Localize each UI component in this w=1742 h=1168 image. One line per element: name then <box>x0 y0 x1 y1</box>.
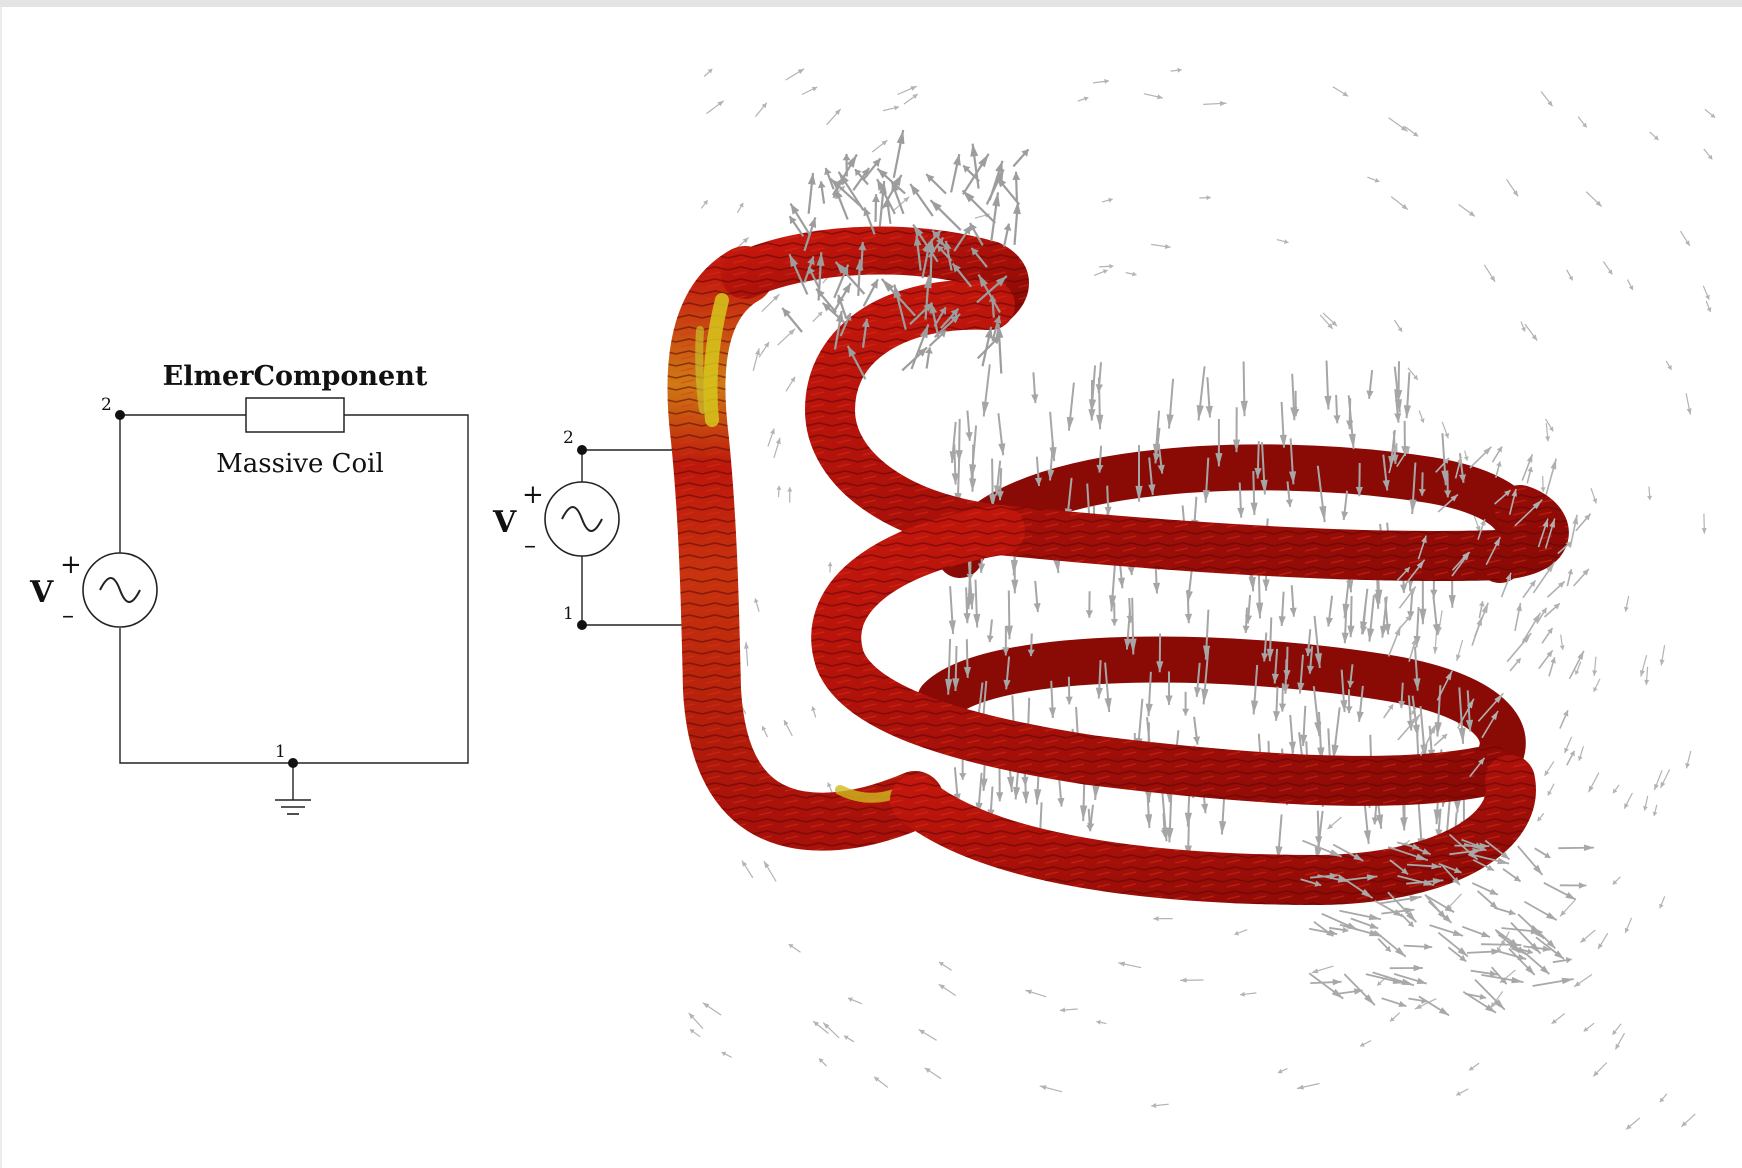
coil-front-strands <box>721 226 1569 906</box>
right-node-1-dot <box>577 620 587 630</box>
left-node-1-label: 1 <box>275 742 286 762</box>
right-node-1-label: 1 <box>563 604 574 624</box>
left-node-1-dot <box>288 758 298 768</box>
left-node-2-dot <box>115 410 125 420</box>
left-sine-wave-icon <box>99 577 141 603</box>
right-circuit-schematic: 2 1 V + – <box>492 428 715 630</box>
ground-icon <box>275 799 311 815</box>
massive-coil-label: Massive Coil <box>216 449 384 479</box>
coil-field-visualization <box>667 67 1716 1130</box>
left-source-minus: – <box>62 601 74 629</box>
left-node-2-label: 2 <box>101 395 112 415</box>
left-wire-loop <box>119 414 469 764</box>
right-node-2-label: 2 <box>563 428 574 448</box>
right-sine-wave-icon <box>561 506 603 532</box>
elmer-component-resistor <box>245 397 345 433</box>
magnetic-field-arrows-front <box>781 129 1595 1017</box>
elmer-component-label: ElmerComponent <box>163 361 428 392</box>
window-top-bar <box>0 0 1742 7</box>
window-left-edge <box>0 7 2 1168</box>
right-node-2-dot <box>577 445 587 455</box>
right-source-minus: – <box>524 531 536 559</box>
right-source-plus: + <box>522 480 544 510</box>
left-circuit-wires <box>119 414 469 800</box>
right-source-v-label: V <box>492 505 517 540</box>
coil-lead-tube <box>667 246 944 851</box>
left-source-v-label: V <box>29 575 54 610</box>
left-circuit-schematic: ElmerComponent Massive Coil 2 1 V + – <box>29 361 469 815</box>
left-source-plus: + <box>60 550 82 580</box>
right-ac-source <box>544 481 620 557</box>
left-ac-source <box>82 552 158 628</box>
